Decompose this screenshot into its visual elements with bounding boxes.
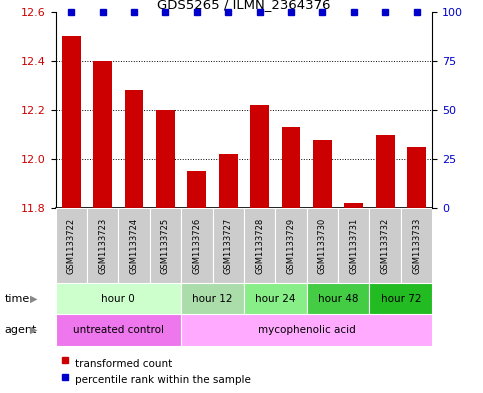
Bar bbox=[369, 283, 432, 314]
Text: untreated control: untreated control bbox=[73, 325, 164, 335]
Text: ▶: ▶ bbox=[30, 294, 38, 304]
Bar bbox=[407, 147, 426, 208]
Bar bbox=[244, 283, 307, 314]
Text: ▶: ▶ bbox=[30, 325, 38, 335]
Bar bbox=[93, 61, 112, 208]
Bar bbox=[307, 283, 369, 314]
Bar bbox=[62, 36, 81, 208]
Text: GSM1133731: GSM1133731 bbox=[349, 217, 358, 274]
Text: GSM1133727: GSM1133727 bbox=[224, 217, 233, 274]
Bar bbox=[376, 135, 395, 208]
Text: GSM1133724: GSM1133724 bbox=[129, 218, 139, 274]
Text: agent: agent bbox=[5, 325, 37, 335]
Bar bbox=[244, 208, 275, 283]
Bar bbox=[181, 314, 432, 346]
Text: percentile rank within the sample: percentile rank within the sample bbox=[75, 375, 251, 385]
Text: transformed count: transformed count bbox=[75, 359, 172, 369]
Text: hour 12: hour 12 bbox=[192, 294, 233, 304]
Text: GSM1133725: GSM1133725 bbox=[161, 218, 170, 274]
Text: GSM1133730: GSM1133730 bbox=[318, 217, 327, 274]
Bar bbox=[275, 208, 307, 283]
Bar bbox=[87, 208, 118, 283]
Bar bbox=[156, 110, 175, 208]
Text: time: time bbox=[5, 294, 30, 304]
Bar bbox=[401, 208, 432, 283]
Bar bbox=[56, 283, 181, 314]
Bar bbox=[213, 208, 244, 283]
Text: mycophenolic acid: mycophenolic acid bbox=[258, 325, 355, 335]
Bar bbox=[118, 208, 150, 283]
Text: hour 0: hour 0 bbox=[101, 294, 135, 304]
Bar bbox=[56, 314, 181, 346]
Text: GSM1133732: GSM1133732 bbox=[381, 217, 390, 274]
Bar bbox=[282, 127, 300, 208]
Bar bbox=[56, 208, 87, 283]
Bar bbox=[125, 90, 143, 208]
Bar bbox=[344, 204, 363, 208]
Bar bbox=[307, 208, 338, 283]
Bar bbox=[369, 208, 401, 283]
Bar bbox=[181, 283, 244, 314]
Text: GSM1133729: GSM1133729 bbox=[286, 218, 296, 274]
Text: GSM1133728: GSM1133728 bbox=[255, 217, 264, 274]
Bar bbox=[181, 208, 213, 283]
Text: hour 24: hour 24 bbox=[255, 294, 296, 304]
Text: GSM1133723: GSM1133723 bbox=[98, 217, 107, 274]
Bar bbox=[313, 140, 332, 208]
Bar bbox=[250, 105, 269, 208]
Bar bbox=[219, 154, 238, 208]
Text: GSM1133733: GSM1133733 bbox=[412, 217, 421, 274]
Text: GSM1133722: GSM1133722 bbox=[67, 218, 76, 274]
Text: hour 48: hour 48 bbox=[318, 294, 358, 304]
Title: GDS5265 / ILMN_2364376: GDS5265 / ILMN_2364376 bbox=[157, 0, 331, 11]
Text: hour 72: hour 72 bbox=[381, 294, 421, 304]
Bar bbox=[338, 208, 369, 283]
Text: GSM1133726: GSM1133726 bbox=[192, 217, 201, 274]
Bar bbox=[187, 171, 206, 208]
Bar bbox=[150, 208, 181, 283]
